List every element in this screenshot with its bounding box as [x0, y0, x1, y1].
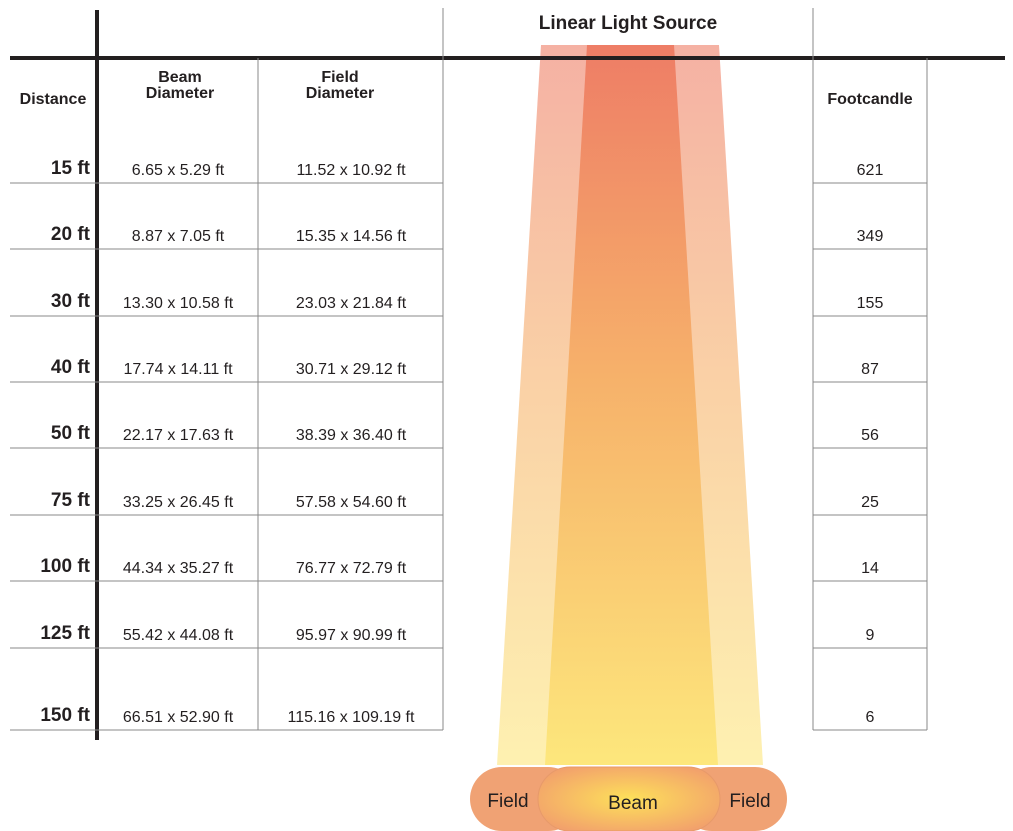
beam-diameter: 66.51 x 52.90 ft [100, 710, 256, 726]
field-diameter: 76.77 x 72.79 ft [260, 561, 442, 577]
field-diameter: 30.71 x 29.12 ft [260, 362, 442, 378]
distance: 15 ft [6, 159, 90, 178]
title: Linear Light Source [443, 14, 813, 33]
footcandle: 87 [813, 362, 927, 378]
beam-diameter: 13.30 x 10.58 ft [100, 296, 256, 312]
field-diameter: 23.03 x 21.84 ft [260, 296, 442, 312]
field-diameter: 15.35 x 14.56 ft [260, 229, 442, 245]
distance: 40 ft [6, 358, 90, 377]
legend-label: Field [470, 792, 546, 811]
footcandle: 14 [813, 561, 927, 577]
distance: 20 ft [6, 225, 90, 244]
beam-diameter: 8.87 x 7.05 ft [100, 229, 256, 245]
column-header: Beam Diameter [125, 70, 235, 102]
beam-diameter: 33.25 x 26.45 ft [100, 495, 256, 511]
distance: 50 ft [6, 424, 90, 443]
distance: 100 ft [6, 557, 90, 576]
beam-diameter: 44.34 x 35.27 ft [100, 561, 256, 577]
beam-diameter: 6.65 x 5.29 ft [100, 163, 256, 179]
field-diameter: 11.52 x 10.92 ft [260, 163, 442, 179]
footcandle: 6 [813, 710, 927, 726]
column-header: Field Diameter [285, 70, 395, 102]
legend-label: Beam [580, 794, 686, 813]
beam-diameter: 22.17 x 17.63 ft [100, 428, 256, 444]
column-header: Footcandle [813, 92, 927, 108]
distance: 75 ft [6, 491, 90, 510]
field-diameter: 38.39 x 36.40 ft [260, 428, 442, 444]
footcandle: 9 [813, 628, 927, 644]
column-header: Distance [10, 92, 96, 108]
footcandle: 25 [813, 495, 927, 511]
footcandle: 621 [813, 163, 927, 179]
beam-diameter: 55.42 x 44.08 ft [100, 628, 256, 644]
footcandle: 349 [813, 229, 927, 245]
footcandle: 155 [813, 296, 927, 312]
legend-label: Field [712, 792, 788, 811]
distance: 150 ft [6, 706, 90, 725]
field-diameter: 57.58 x 54.60 ft [260, 495, 442, 511]
footcandle: 56 [813, 428, 927, 444]
beam-diameter: 17.74 x 14.11 ft [100, 362, 256, 378]
field-diameter: 115.16 x 109.19 ft [260, 710, 442, 726]
distance: 30 ft [6, 292, 90, 311]
field-diameter: 95.97 x 90.99 ft [260, 628, 442, 644]
distance: 125 ft [6, 624, 90, 643]
diagram [0, 0, 1013, 831]
page: Linear Light Source Distance Beam Diamet… [0, 0, 1013, 831]
